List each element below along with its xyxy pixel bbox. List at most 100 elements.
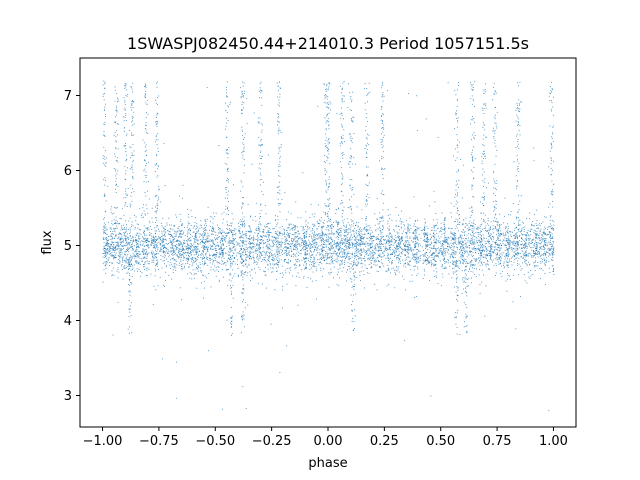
data-point bbox=[127, 249, 129, 251]
data-point bbox=[442, 276, 444, 278]
data-point bbox=[378, 260, 380, 262]
data-point bbox=[175, 246, 177, 248]
data-point bbox=[496, 258, 498, 260]
data-point bbox=[253, 238, 255, 240]
data-point bbox=[206, 246, 208, 248]
data-point bbox=[111, 248, 113, 250]
data-point bbox=[160, 222, 162, 224]
data-point bbox=[407, 228, 408, 230]
data-point bbox=[535, 249, 537, 251]
data-point bbox=[238, 274, 240, 276]
data-point bbox=[318, 236, 320, 238]
data-point bbox=[233, 238, 235, 240]
data-point bbox=[525, 242, 527, 244]
data-point bbox=[202, 275, 204, 276]
data-point bbox=[116, 244, 118, 246]
data-point bbox=[222, 251, 224, 253]
data-point bbox=[327, 233, 329, 235]
data-point bbox=[483, 246, 485, 248]
data-point bbox=[165, 279, 166, 281]
data-point bbox=[382, 252, 384, 254]
data-point bbox=[339, 265, 341, 266]
data-point bbox=[181, 236, 183, 238]
data-point bbox=[368, 257, 370, 259]
data-point bbox=[124, 235, 126, 237]
data-point bbox=[396, 245, 398, 247]
data-point bbox=[109, 239, 111, 241]
data-point bbox=[327, 241, 328, 243]
data-point bbox=[104, 230, 105, 232]
data-point bbox=[438, 241, 440, 243]
data-point bbox=[105, 265, 107, 267]
data-point bbox=[258, 246, 260, 248]
data-point bbox=[302, 277, 304, 279]
data-point bbox=[361, 243, 362, 245]
data-point bbox=[295, 240, 297, 242]
data-point bbox=[199, 227, 201, 229]
data-point bbox=[539, 239, 541, 241]
data-point bbox=[357, 263, 359, 265]
data-point bbox=[112, 246, 114, 248]
data-point bbox=[224, 237, 226, 238]
data-point bbox=[142, 257, 144, 259]
data-point bbox=[490, 251, 492, 252]
data-point bbox=[103, 261, 105, 263]
data-point bbox=[232, 245, 234, 247]
data-point bbox=[406, 246, 408, 248]
data-point bbox=[233, 261, 235, 263]
data-point bbox=[314, 233, 316, 235]
data-point bbox=[129, 247, 131, 249]
data-point bbox=[378, 247, 380, 249]
data-point bbox=[170, 233, 172, 235]
data-point bbox=[426, 234, 428, 235]
data-point bbox=[268, 230, 270, 232]
data-point bbox=[126, 240, 128, 242]
data-point bbox=[126, 257, 127, 259]
data-point bbox=[237, 242, 239, 244]
data-point bbox=[408, 249, 410, 250]
data-point bbox=[519, 247, 521, 249]
data-point bbox=[391, 219, 393, 221]
data-point bbox=[128, 220, 130, 222]
data-point bbox=[485, 257, 487, 259]
data-point bbox=[305, 219, 307, 221]
data-point bbox=[404, 225, 406, 227]
data-point bbox=[305, 267, 307, 269]
data-point bbox=[175, 261, 177, 262]
data-point bbox=[550, 238, 552, 239]
data-point bbox=[138, 238, 140, 240]
data-point bbox=[187, 254, 189, 256]
data-point bbox=[356, 241, 358, 243]
data-point bbox=[286, 251, 287, 252]
data-point bbox=[453, 249, 455, 251]
data-point bbox=[499, 258, 501, 260]
data-point bbox=[219, 228, 221, 230]
data-point bbox=[133, 245, 135, 247]
data-point bbox=[344, 250, 345, 252]
data-point bbox=[238, 243, 240, 245]
data-point bbox=[179, 236, 181, 238]
data-point bbox=[222, 251, 224, 253]
data-point bbox=[197, 239, 199, 241]
data-point bbox=[552, 265, 554, 267]
data-point bbox=[423, 262, 425, 264]
data-point bbox=[417, 238, 419, 240]
data-point bbox=[195, 257, 197, 259]
data-point bbox=[548, 241, 550, 243]
data-point bbox=[193, 274, 195, 275]
data-point bbox=[239, 251, 240, 253]
data-point bbox=[329, 273, 331, 275]
data-point bbox=[484, 240, 486, 242]
data-point bbox=[334, 251, 336, 252]
data-point bbox=[452, 268, 454, 269]
data-point bbox=[104, 257, 106, 258]
data-point bbox=[158, 230, 160, 232]
data-point bbox=[535, 233, 537, 235]
data-point bbox=[500, 259, 502, 261]
data-point bbox=[175, 270, 177, 271]
data-point bbox=[119, 238, 121, 240]
data-point bbox=[490, 244, 492, 246]
data-point bbox=[216, 237, 218, 239]
data-point bbox=[145, 244, 147, 246]
data-point bbox=[527, 229, 529, 231]
